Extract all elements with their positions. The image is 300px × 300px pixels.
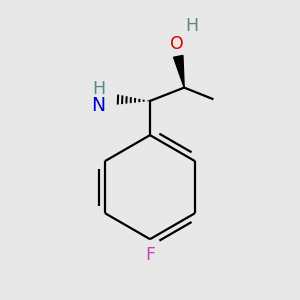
Text: N: N xyxy=(92,96,106,115)
Text: H: H xyxy=(92,80,105,98)
Polygon shape xyxy=(174,56,184,88)
Text: F: F xyxy=(145,246,155,264)
Text: H: H xyxy=(185,17,198,35)
Text: O: O xyxy=(170,35,184,53)
